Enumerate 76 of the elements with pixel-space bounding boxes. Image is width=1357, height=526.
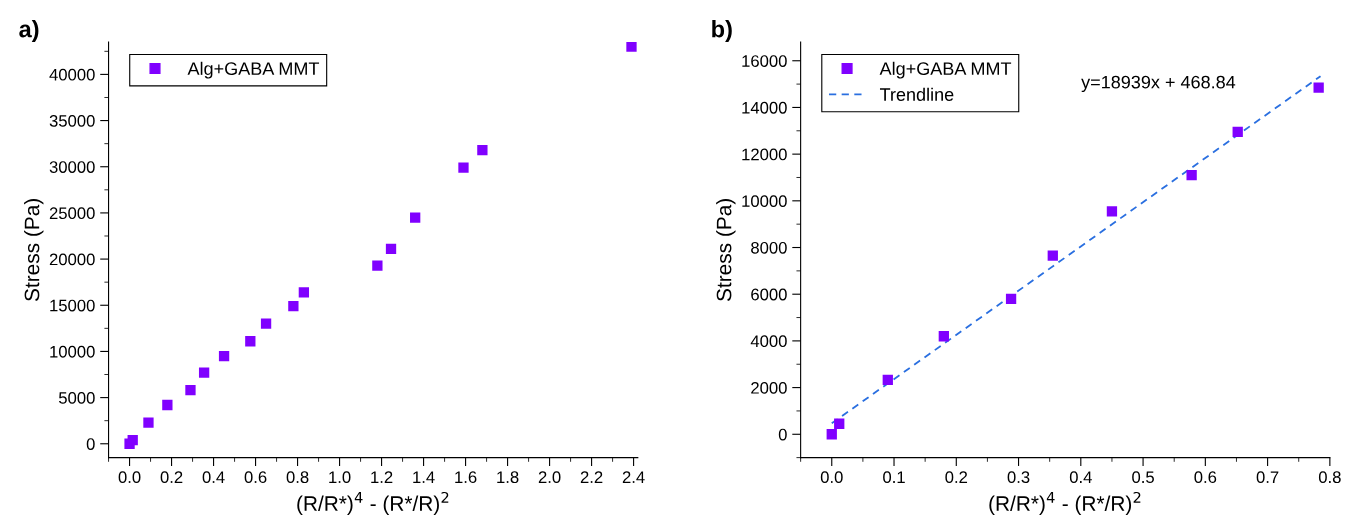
point (185, 385, 196, 396)
y-axis-title: Stress (Pa) (24, 199, 44, 301)
point (826, 429, 837, 440)
legend-label: Alg+GABA MMT (187, 61, 320, 79)
y-tick-label: 15000 (50, 299, 95, 312)
x-tick-label: 0.5 (1132, 471, 1154, 484)
y-tick-label: 14000 (742, 101, 787, 114)
y-tick-label: 16000 (742, 55, 787, 67)
point (834, 418, 845, 429)
point (1047, 250, 1058, 261)
x-tick-label: 2.0 (538, 471, 561, 484)
point (385, 243, 397, 255)
point (260, 318, 272, 329)
x-tick-label: 0.0 (118, 471, 141, 484)
point (372, 260, 383, 271)
x-tick-label: 1.0 (329, 471, 351, 484)
chart-title: a) (19, 20, 39, 43)
point (626, 42, 637, 52)
x-tick-label: 1.4 (413, 471, 435, 483)
x-tick-label: 0.4 (1069, 471, 1092, 484)
x-tick-label: 0.0 (820, 471, 843, 484)
y-tick-label: 0 (778, 428, 787, 441)
x-tick-label: 0.7 (1256, 471, 1279, 484)
y-tick-label: 40000 (49, 68, 95, 81)
x-axis-title: (R/R*)$^{4}$ - (R*/R)$^{2}$ (297, 491, 449, 516)
y-tick-label: 25000 (49, 207, 95, 220)
point (245, 336, 256, 347)
x-tick-label: 2.4 (622, 471, 645, 483)
legend-label: Trendline (879, 87, 954, 101)
x-tick-label: 0.1 (883, 471, 905, 484)
y-tick-label: 20000 (49, 253, 95, 266)
y-tick-label: 35000 (49, 114, 95, 127)
y-tick-label: 12000 (742, 148, 787, 161)
point (1005, 293, 1017, 305)
point (938, 331, 949, 342)
point (458, 162, 469, 173)
point (162, 399, 173, 411)
point (198, 367, 210, 378)
point (1186, 170, 1197, 181)
y-tick-label: 4000 (750, 335, 787, 348)
x-tick-label: 0.8 (1318, 471, 1341, 484)
x-tick-label: 0.6 (244, 471, 267, 484)
chart-title: b) (712, 20, 732, 43)
point (882, 374, 893, 386)
x-tick-label: 1.8 (497, 471, 519, 484)
legend-label: Alg+GABA MMT (879, 61, 1012, 79)
x-tick-label: 0.2 (945, 471, 968, 484)
x-tick-label: 0.2 (160, 471, 183, 484)
y-tick-label: 0 (86, 438, 95, 450)
point (1232, 126, 1243, 138)
x-axis-title: (R/R*)$^{4}$ - (R*/R)$^{2}$ (989, 491, 1141, 516)
x-tick-label: 2.2 (580, 471, 603, 483)
y-tick-label: 2000 (751, 381, 787, 394)
annotation: y=18939x + 468.84 (1081, 75, 1236, 93)
point (1313, 82, 1324, 93)
point (288, 301, 299, 312)
x-tick-label: 0.4 (202, 471, 225, 484)
x-tick-label: 1.6 (455, 471, 477, 484)
x-tick-label: 0.6 (1194, 471, 1217, 484)
y-tick-label: 10000 (50, 345, 95, 358)
point (143, 417, 154, 428)
point (127, 434, 138, 446)
y-tick-label: 10000 (742, 195, 787, 208)
point (218, 350, 230, 362)
point (410, 212, 421, 223)
x-tick-label: 0.8 (286, 471, 309, 484)
x-tick-label: 0.3 (1007, 471, 1030, 484)
y-tick-label: 6000 (751, 288, 787, 301)
y-axis-title: Stress (Pa) (716, 199, 736, 301)
point (477, 144, 488, 156)
y-tick-label: 5000 (58, 392, 95, 404)
point (1106, 206, 1118, 217)
y-tick-label: 30000 (49, 161, 95, 173)
point (298, 287, 310, 298)
x-tick-label: 1.2 (371, 471, 393, 483)
y-tick-label: 8000 (751, 241, 787, 254)
